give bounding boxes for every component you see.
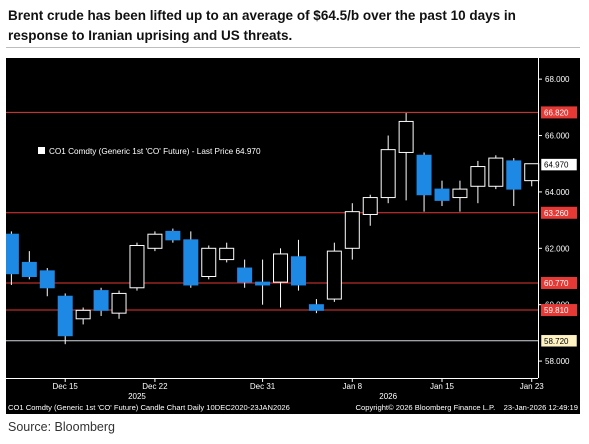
candle [201,245,217,280]
candle-body-up [273,253,289,283]
price-tag-label: 59.810 [544,306,569,315]
candle-body-up [470,166,486,187]
candle [524,163,540,187]
candle-body-down [3,233,19,275]
y-tick-label: 62.000 [545,244,570,253]
candle [111,290,127,319]
price-tag-label: 64.970 [544,161,569,170]
divider [6,47,580,48]
candle [434,180,450,207]
price-tag-bg [541,206,577,219]
y-tick-label: 64.000 [545,188,570,197]
candle [3,231,19,285]
candle [416,152,432,212]
legend-text: CO1 Comdty (Generic 1st 'CO' Future) - L… [49,147,261,156]
candle-body-up [380,149,396,199]
candle [75,307,91,325]
candle [273,248,289,308]
x-tick-label: Dec 22 [142,382,168,391]
candle-body-down [434,188,450,201]
candle [165,228,181,243]
candle-body-down [506,160,522,190]
footer-left: CO1 Comdty (Generic 1st 'CO' Future) Can… [8,403,290,412]
candle-body-up [344,211,360,249]
candle-body-down [93,290,109,311]
candle-body-down [255,281,271,286]
candle-body-up [219,247,235,261]
y-tick-label: 66.000 [545,132,570,141]
y-tick-label: 68.000 [545,75,570,84]
candles [3,112,540,345]
candle [129,242,145,291]
candle [506,158,522,207]
price-tag-label: 66.820 [544,108,569,117]
chart-panel: 68.00066.00064.00062.00060.00058.00066.8… [3,58,580,414]
candle [380,135,396,204]
candle [362,194,378,226]
candle-body-down [165,230,181,241]
year-label: 2026 [379,392,397,401]
candle-body-down [237,267,253,283]
price-tag-bg [541,106,577,119]
price-tag-bg [540,334,578,348]
x-tick-label: Dec 15 [53,382,79,391]
candle [237,259,253,288]
candle-body-up [111,292,127,314]
candle [308,299,324,314]
x-tick-label: Jan 15 [430,382,455,391]
price-tag-bg [540,158,578,171]
candle [21,251,37,280]
candle-body-down [290,256,306,286]
source-note: Source: Bloomberg [8,420,116,434]
legend-swatch [38,147,45,154]
candle-body-up [129,244,145,289]
year-label: 2025 [128,392,146,401]
footer-right: Copyright© 2026 Bloomberg Finance L.P. 2… [356,403,578,412]
candle [39,268,55,297]
x-tick-label: Dec 31 [250,382,276,391]
candle-body-down [21,261,37,278]
x-tick-label: Jan 8 [343,382,363,391]
candle-body-down [308,304,324,311]
candle-body-up [488,157,504,187]
candle-body-up [75,309,91,320]
candle-body-down [39,270,55,289]
price-tag-label: 60.770 [544,279,569,288]
price-tag-label: 58.720 [544,337,569,346]
candle-body-down [416,154,432,196]
price-tag-bg [541,304,577,317]
candle-body-up [452,188,468,199]
candle [488,155,504,190]
candle-body-down [57,295,73,337]
candle-chart: 68.00066.00064.00062.00060.00058.00066.8… [3,58,578,412]
candle-body-down [183,239,199,286]
candle-body-up [147,233,163,249]
x-tick-label: Jan 23 [520,382,545,391]
candle-body-up [326,250,342,300]
candle [255,259,271,305]
legend: CO1 Comdty (Generic 1st 'CO' Future) - L… [38,147,261,156]
candle [344,203,360,260]
candle [147,231,163,252]
candle-body-up [524,163,540,182]
candle [326,242,342,302]
price-tag-label: 63.260 [544,209,569,218]
axes: 68.00066.00064.00062.00060.00058.00066.8… [6,58,578,401]
candle [470,160,486,204]
candle [452,180,468,212]
candle [57,293,73,345]
y-tick-label: 58.000 [545,357,570,366]
candle-body-up [201,247,217,278]
candle [183,231,199,288]
candle-body-up [362,197,378,215]
candle [219,242,235,263]
headline: Brent crude has been lifted up to an ave… [8,8,516,43]
price-tag-bg [541,276,577,289]
candle [290,239,306,291]
candle-body-up [398,120,414,153]
candle [93,287,109,316]
candle [398,112,414,201]
